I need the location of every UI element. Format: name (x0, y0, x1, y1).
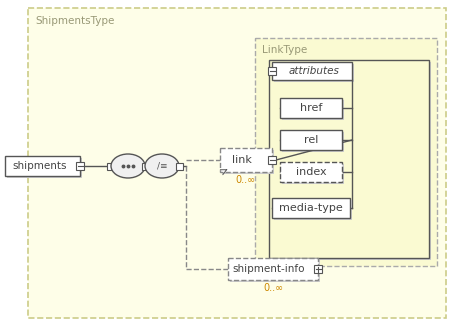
Bar (272, 62, 352, 80)
Text: /≡: /≡ (157, 162, 167, 170)
Text: 0..∞: 0..∞ (236, 175, 256, 185)
Text: LinkType: LinkType (262, 45, 307, 55)
Bar (280, 130, 342, 150)
Text: media-type: media-type (279, 203, 343, 213)
Ellipse shape (145, 154, 179, 178)
Bar (222, 150, 274, 174)
Text: index: index (296, 167, 326, 177)
Text: shipments: shipments (12, 161, 67, 171)
Bar (280, 98, 342, 118)
Text: href: href (300, 103, 322, 113)
Bar (141, 163, 149, 169)
Ellipse shape (111, 154, 145, 178)
Bar (282, 132, 344, 152)
Bar (271, 62, 431, 260)
Bar (175, 163, 183, 169)
Bar (274, 200, 352, 220)
Bar (76, 162, 84, 170)
Text: shipment-info: shipment-info (233, 264, 305, 274)
Bar (230, 260, 320, 282)
Bar (220, 148, 272, 172)
Bar (255, 38, 437, 266)
Bar (107, 163, 114, 169)
Bar (282, 164, 344, 184)
Bar (228, 258, 318, 280)
Text: attributes: attributes (289, 66, 339, 76)
Bar (314, 265, 322, 273)
Bar (268, 67, 276, 75)
Text: link: link (232, 155, 252, 165)
Bar (280, 162, 342, 182)
Text: rel: rel (304, 135, 318, 145)
Bar (282, 100, 344, 120)
Bar (5, 156, 80, 176)
Bar (268, 156, 276, 164)
Bar (269, 60, 429, 258)
Bar (272, 198, 350, 218)
Text: 0..∞: 0..∞ (263, 283, 283, 293)
Bar (7, 158, 82, 178)
Text: ShipmentsType: ShipmentsType (35, 16, 114, 26)
Bar (274, 64, 354, 82)
